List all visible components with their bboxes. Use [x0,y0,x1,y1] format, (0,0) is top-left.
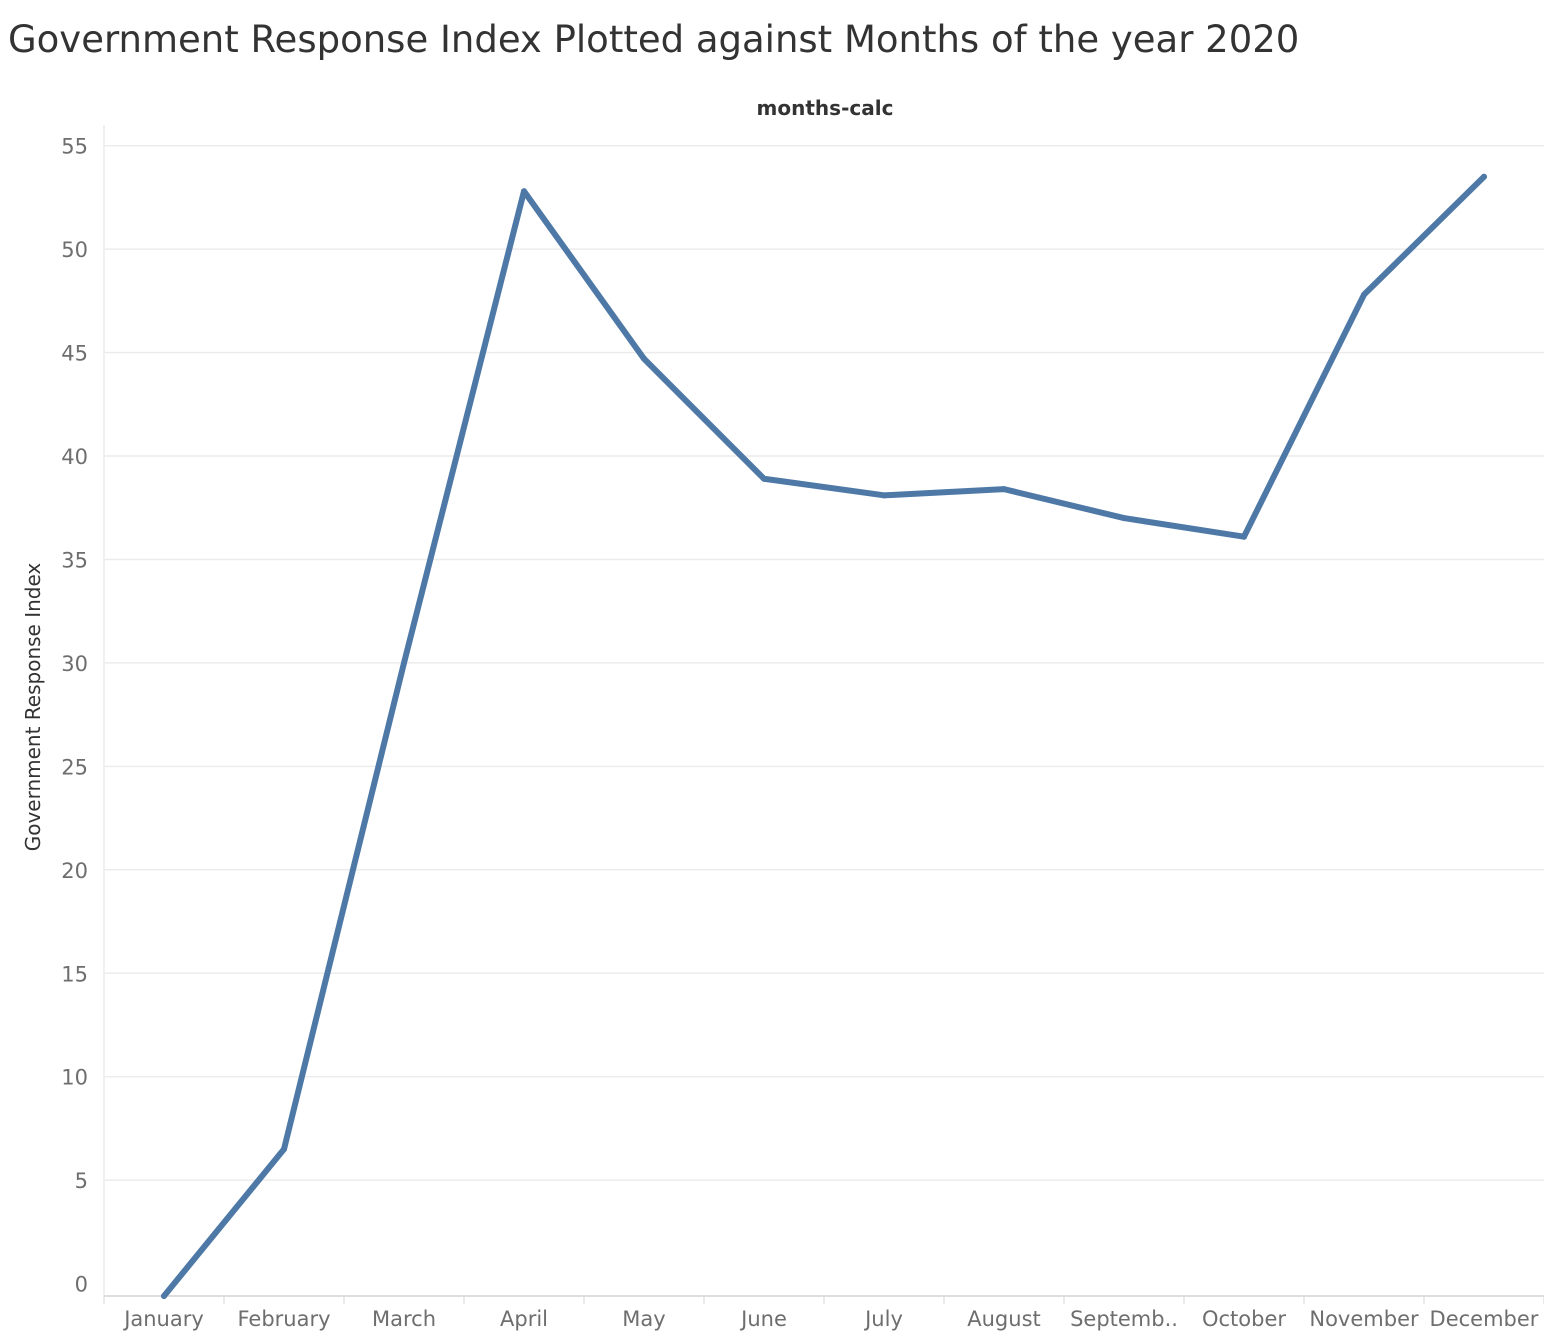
y-tick-labels: 0 5 10 15 20 25 30 35 40 45 50 55 [61,135,88,1297]
y-tick-label: 10 [61,1066,88,1090]
x-tick-label: Septemb.. [1070,1307,1178,1331]
axes [103,125,1544,1297]
y-tick-label: 50 [61,238,88,262]
y-tick-label: 20 [61,859,88,883]
x-tick-label: January [122,1307,204,1331]
chart-title: Government Response Index Plotted agains… [8,18,1300,61]
gridlines [103,144,1544,1304]
x-tick-label: February [237,1307,330,1331]
data-point [761,475,767,482]
y-tick-label: 5 [75,1169,88,1193]
x-tick-label: May [622,1307,665,1331]
x-tick-label: October [1202,1307,1286,1331]
x-tick-label: March [372,1307,436,1331]
x-tick-label: April [500,1307,548,1331]
data-point [881,492,887,499]
series-layer [161,173,1487,1299]
x-tick-label: June [739,1307,787,1331]
y-tick-label: 0 [75,1273,88,1297]
y-axis-title: Government Response Index [21,563,45,852]
x-tick-label: November [1309,1307,1419,1331]
series-line [161,173,1487,1299]
data-point [1121,515,1127,522]
x-tick-label: July [863,1307,903,1331]
data-point [161,1293,167,1299]
y-tick-label: 35 [61,548,88,572]
data-point [641,355,647,362]
data-point [401,659,407,666]
data-point [1361,291,1367,298]
data-point [521,188,527,195]
x-tick-label: December [1430,1307,1539,1331]
y-tick-label: 15 [61,962,88,986]
column-header-label: months-calc [757,96,894,120]
y-tick-label: 45 [61,342,88,366]
y-tick-label: 40 [61,445,88,469]
x-tick-label: August [967,1307,1041,1331]
data-point [281,1146,287,1153]
data-point [1001,486,1007,493]
y-tick-label: 55 [61,135,88,159]
data-point [1241,533,1247,540]
y-tick-label: 25 [61,755,88,779]
y-tick-label: 30 [61,652,88,676]
data-point [1481,173,1487,180]
x-tick-labels: January February March April May June July Augu… [122,1307,1539,1331]
